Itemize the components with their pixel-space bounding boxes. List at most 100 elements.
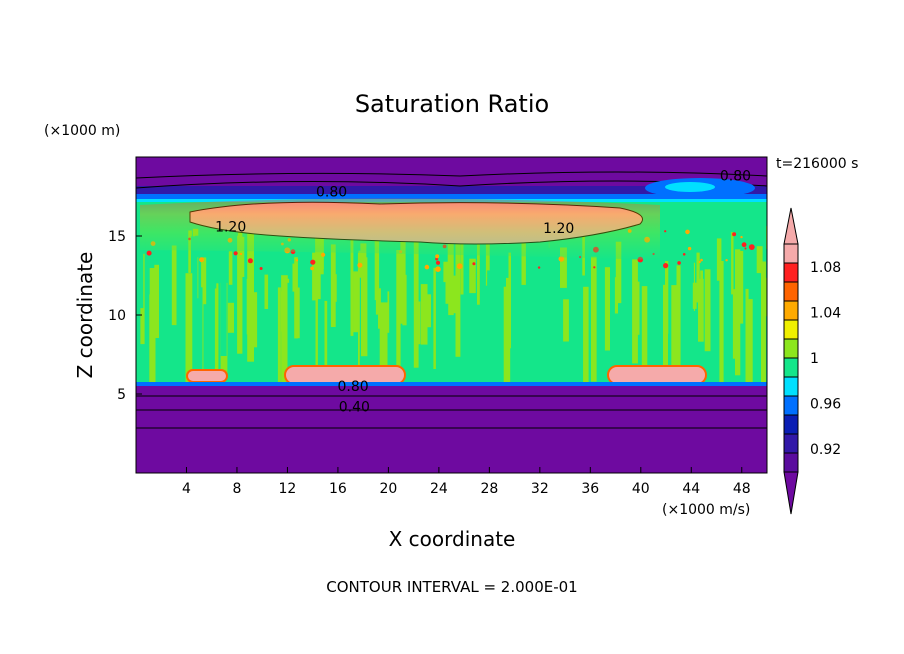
x-tick-label: 40 [632,481,650,497]
chart-title: Saturation Ratio [355,90,549,118]
supersaturation-speck [685,229,690,235]
cloud-streak [402,274,407,326]
x-tick-label: 16 [329,481,347,497]
supersaturation-speck [741,242,747,248]
supersaturation-speck [435,266,441,273]
colorbar-segment [783,452,799,473]
cloud-streak [413,231,419,368]
supersaturation-speck [199,257,205,263]
cloud-streak [380,245,388,303]
cloud-streak [277,287,281,384]
cloud-streak [632,304,638,339]
supersaturation-speck [687,246,692,251]
cloud-streak [731,232,734,295]
cloud-streak [379,297,386,384]
cloud-streak [233,281,239,384]
contour-labels: 0.80 0.80 1.20 1.20 0.80 0.40 [215,169,751,416]
cloud-streak [202,257,207,305]
cloud-streak [452,275,459,314]
cloud-streak [237,235,243,354]
cloud-streak [433,267,436,369]
cloud-streak [220,234,227,356]
supersaturation-speck [748,244,755,251]
x-tick-label: 44 [682,481,700,497]
supersaturation-speck [239,252,243,256]
cloud-streak [443,261,449,283]
lower-dry-layer [136,386,767,473]
x-tick-label: 36 [581,481,599,497]
x-tick-label: 12 [279,481,297,497]
supersaturation-speck [698,260,701,264]
upper-layer-edge [136,194,767,201]
time-label: t=216000 s [776,156,858,172]
cloud-streak [698,278,704,342]
contour-label: 0.80 [316,185,347,201]
cloud-streak [650,269,657,326]
x-axis-ticks: 4 8 12 16 20 24 28 32 36 40 44 48 [182,467,751,497]
supersaturation-speck [233,251,238,256]
colorbar-segment [783,395,799,416]
cloud-streak [292,263,296,292]
mid-cloud-streaks [137,225,767,384]
anvil-orange-rim [140,198,660,260]
supersaturation-speck [744,247,747,250]
x-tick-label: 24 [430,481,448,497]
cloud-streak [324,300,328,384]
supersaturation-speck [537,266,541,269]
cloud-streak [154,264,159,338]
supersaturation-speck [472,262,476,266]
supersaturation-speck [663,263,669,269]
cloud-streak [604,267,610,351]
cloud-streak [191,249,198,322]
supersaturation-speck [593,266,596,269]
cloud-streak [641,286,648,384]
cloud-streak [145,235,150,295]
footer-text: CONTOUR INTERVAL = 2.000E-01 [326,578,577,596]
colorbar-label: 1.08 [810,260,841,276]
colorbar-over-triangle [783,207,799,245]
supersaturation-speck [740,235,743,239]
cloud-streak [315,225,321,300]
contour-label: 1.20 [215,219,246,235]
cloud-streak [753,225,759,257]
supersaturation-speck [732,232,737,237]
supersaturation-speck [310,266,314,271]
cloud-streak [240,236,245,277]
supersaturation-speck [424,264,430,270]
cloud-streak [487,270,492,306]
upper-layer-band [136,186,767,196]
colorbar-segment [783,300,799,321]
cloud-streak [353,271,360,333]
cloud-streak [521,234,526,285]
cloud-streak [692,282,697,309]
supersaturation-speck [558,256,565,262]
cloud-streak [477,229,480,305]
cloud-streak [563,299,569,342]
contour-line-upper-2 [136,171,767,179]
cloud-streak [704,269,711,352]
y-tick-label: 5 [117,387,126,403]
supersaturation-speck [146,250,152,256]
cloud-streak [227,302,234,333]
colorbar-segment [783,357,799,378]
supersaturation-speck [435,254,440,259]
cloud-streak [420,284,428,345]
cloud-streak [738,251,744,324]
x-unit-label: (×1000 m/s) [662,502,750,518]
colorbar-segment [783,319,799,340]
cloud-streak [469,258,476,294]
cloud-streak [745,288,749,384]
cloud-streak [719,261,724,384]
x-tick-label: 32 [531,481,549,497]
cloud-streak [198,287,203,384]
cloud-streak [713,268,719,384]
colorbar-segment [783,262,799,283]
cloud-streak [583,286,589,384]
x-tick-label: 4 [182,481,191,497]
contour-label: 0.80 [337,379,368,395]
cloud-streak [716,238,722,281]
y-axis-ticks: 5 10 15 [108,229,142,403]
cloud-streak [216,283,219,384]
cloud-streak [331,274,337,302]
